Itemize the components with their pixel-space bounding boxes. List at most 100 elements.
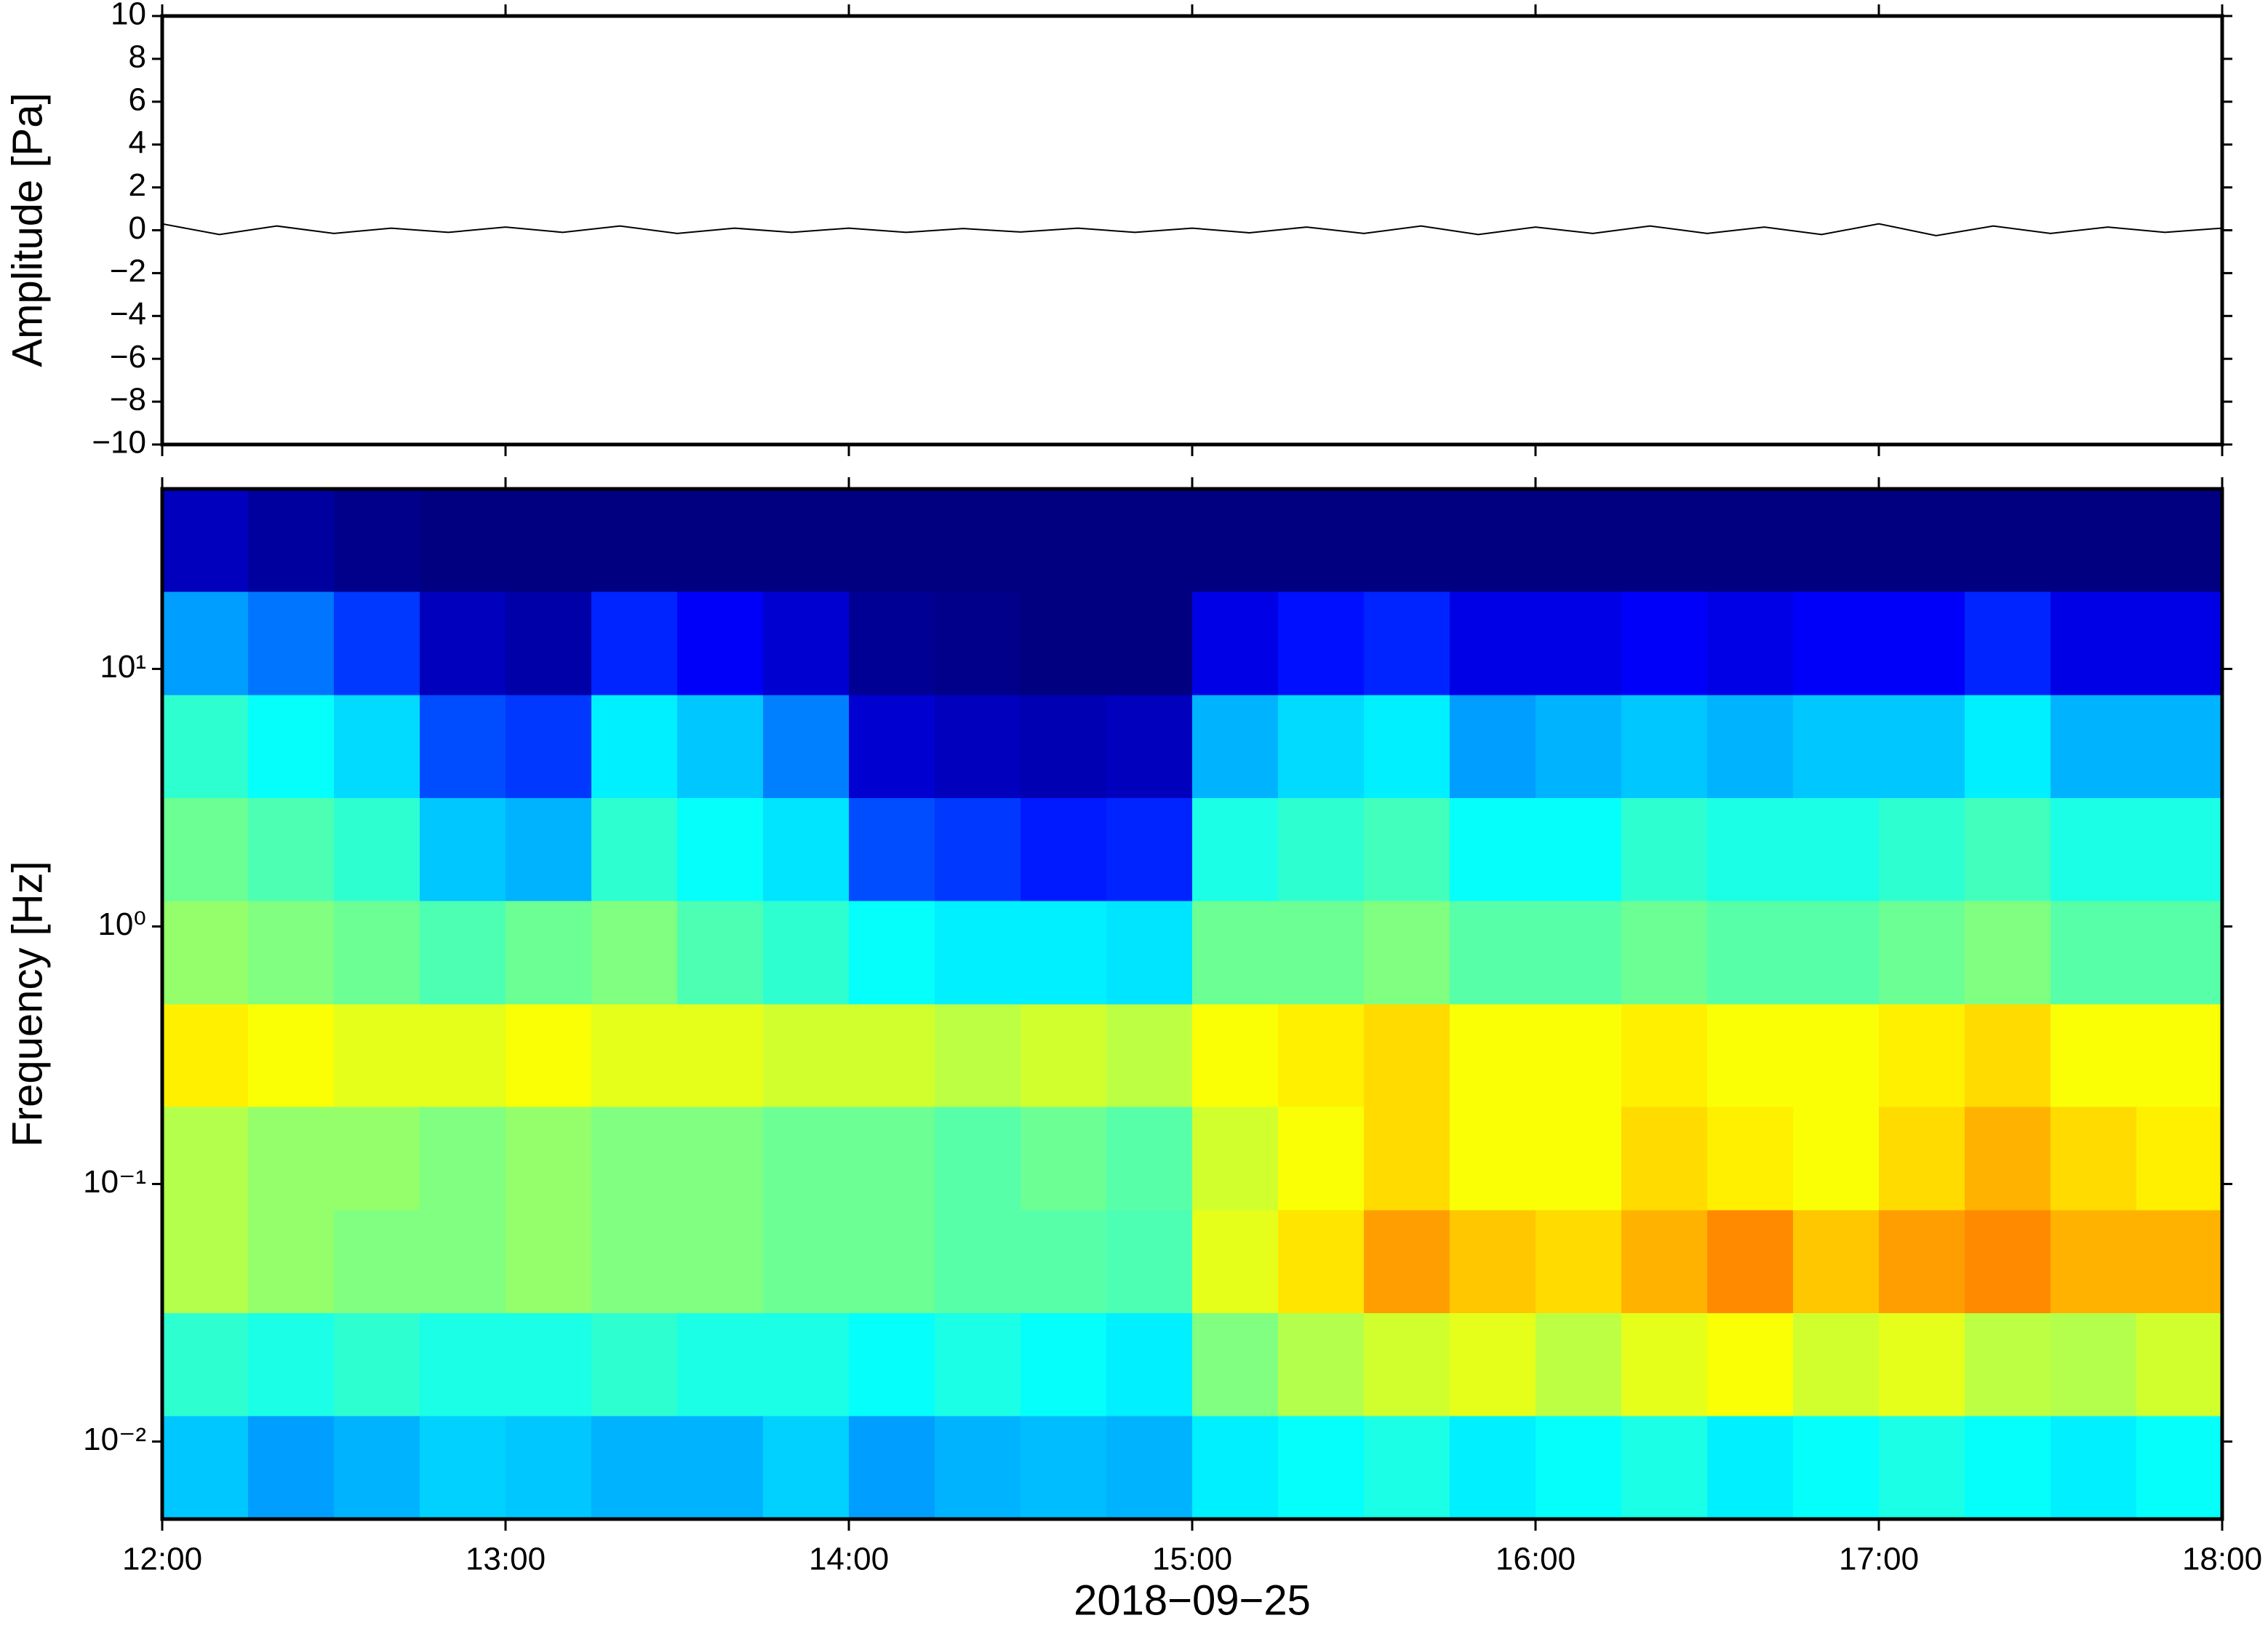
heatmap-cell	[1364, 694, 1450, 799]
heatmap-cell	[248, 1209, 335, 1314]
heatmap-cell	[248, 1415, 335, 1520]
heatmap-cell	[1450, 900, 1536, 1005]
y-axis-label: Amplitude [Pa]	[4, 92, 51, 367]
heatmap-cell	[2136, 1209, 2223, 1314]
heatmap-cell	[1879, 1004, 1965, 1107]
heatmap-cell	[420, 1106, 506, 1211]
heatmap-cell	[420, 489, 506, 592]
heatmap-cell	[1879, 1312, 1965, 1416]
heatmap-cell	[420, 1209, 506, 1314]
heatmap-cell	[248, 900, 335, 1005]
heatmap-cell	[677, 1415, 764, 1520]
heatmap-cell	[1278, 694, 1365, 799]
heatmap-cell	[1364, 1312, 1450, 1416]
heatmap-cell	[677, 1312, 764, 1416]
heatmap-cell	[849, 797, 935, 901]
heatmap-cell	[591, 900, 678, 1005]
heatmap-cell	[1192, 797, 1279, 901]
heatmap-cell	[1793, 1209, 1880, 1314]
heatmap-cell	[1707, 1312, 1794, 1416]
heatmap-cell	[1793, 1312, 1880, 1416]
heatmap-cell	[591, 797, 678, 901]
heatmap-cell	[1278, 1004, 1365, 1107]
heatmap-cell	[1793, 1106, 1880, 1211]
heatmap-cell	[1450, 1415, 1536, 1520]
heatmap-cell	[1965, 1209, 2051, 1314]
heatmap-cell	[677, 489, 764, 592]
heatmap-cell	[1793, 797, 1880, 901]
x-tick-label: 12:00	[122, 1542, 202, 1577]
heatmap-cell	[334, 489, 420, 592]
heatmap-cell	[935, 694, 1021, 799]
heatmap-cell	[591, 694, 678, 799]
heatmap-cell	[677, 1106, 764, 1211]
heatmap-cell	[1793, 900, 1880, 1005]
heatmap-cell	[1879, 1415, 1965, 1520]
heatmap-cell	[248, 797, 335, 901]
y-tick-label: 10¹	[100, 649, 146, 685]
heatmap-cell	[334, 694, 420, 799]
heatmap-cell	[334, 591, 420, 696]
heatmap-cell	[1707, 489, 1794, 592]
heatmap-cell	[1364, 489, 1450, 592]
heatmap-cell	[1021, 1312, 1107, 1416]
heatmap-cell	[849, 1415, 935, 1520]
heatmap-cell	[849, 591, 935, 696]
y-tick-label: 10⁰	[97, 906, 146, 942]
y-tick-label: 2	[129, 167, 146, 203]
heatmap-cell	[334, 797, 420, 901]
heatmap-cell	[1707, 1004, 1794, 1107]
heatmap-cell	[763, 1312, 850, 1416]
y-axis-label: Frequency [Hz]	[4, 861, 51, 1147]
heatmap-cell	[1965, 1312, 2051, 1416]
heatmap-cell	[2136, 1004, 2223, 1107]
heatmap-cell	[162, 1209, 249, 1314]
heatmap-cell	[763, 1106, 850, 1211]
heatmap-cell	[935, 797, 1021, 901]
heatmap-cell	[2051, 900, 2137, 1005]
heatmap-cell	[1879, 694, 1965, 799]
heatmap-cell	[1106, 797, 1193, 901]
heatmap-cell	[1707, 1209, 1794, 1314]
heatmap-cell	[2051, 1106, 2137, 1211]
heatmap-cell	[1965, 489, 2051, 592]
heatmap-cell	[162, 694, 249, 799]
heatmap-cell	[334, 900, 420, 1005]
heatmap-cell	[162, 900, 249, 1005]
x-tick-label: 18:00	[2182, 1542, 2262, 1577]
heatmap-cell	[1879, 900, 1965, 1005]
heatmap-cell	[677, 1004, 764, 1107]
heatmap-cell	[2051, 1312, 2137, 1416]
heatmap-cell	[1106, 1209, 1193, 1314]
heatmap-cell	[1879, 797, 1965, 901]
heatmap-cell	[334, 1415, 420, 1520]
heatmap-cell	[935, 900, 1021, 1005]
heatmap-cell	[677, 900, 764, 1005]
heatmap-cell	[1106, 591, 1193, 696]
x-tick-label: 16:00	[1496, 1542, 1576, 1577]
heatmap-cell	[1621, 1106, 1708, 1211]
heatmap-cell	[162, 591, 249, 696]
heatmap-cell	[248, 489, 335, 592]
heatmap-cell	[1364, 1106, 1450, 1211]
y-tick-label: −2	[110, 253, 146, 289]
heatmap-cell	[1793, 591, 1880, 696]
heatmap-cell	[1621, 1312, 1708, 1416]
heatmap-cell	[1192, 1415, 1279, 1520]
heatmap-cell	[506, 900, 592, 1005]
y-tick-label: −6	[110, 339, 146, 375]
heatmap-cell	[849, 489, 935, 592]
heatmap-cell	[1106, 694, 1193, 799]
heatmap-cell	[506, 694, 592, 799]
heatmap-cell	[420, 694, 506, 799]
heatmap-cell	[162, 797, 249, 901]
heatmap-cell	[1879, 1209, 1965, 1314]
heatmap-cell	[763, 1209, 850, 1314]
heatmap-cell	[1536, 591, 1622, 696]
heatmap-cell	[1536, 900, 1622, 1005]
heatmap-cell	[506, 1415, 592, 1520]
heatmap-cell	[1536, 797, 1622, 901]
heatmap-cell	[1707, 694, 1794, 799]
heatmap-cell	[2051, 1415, 2137, 1520]
